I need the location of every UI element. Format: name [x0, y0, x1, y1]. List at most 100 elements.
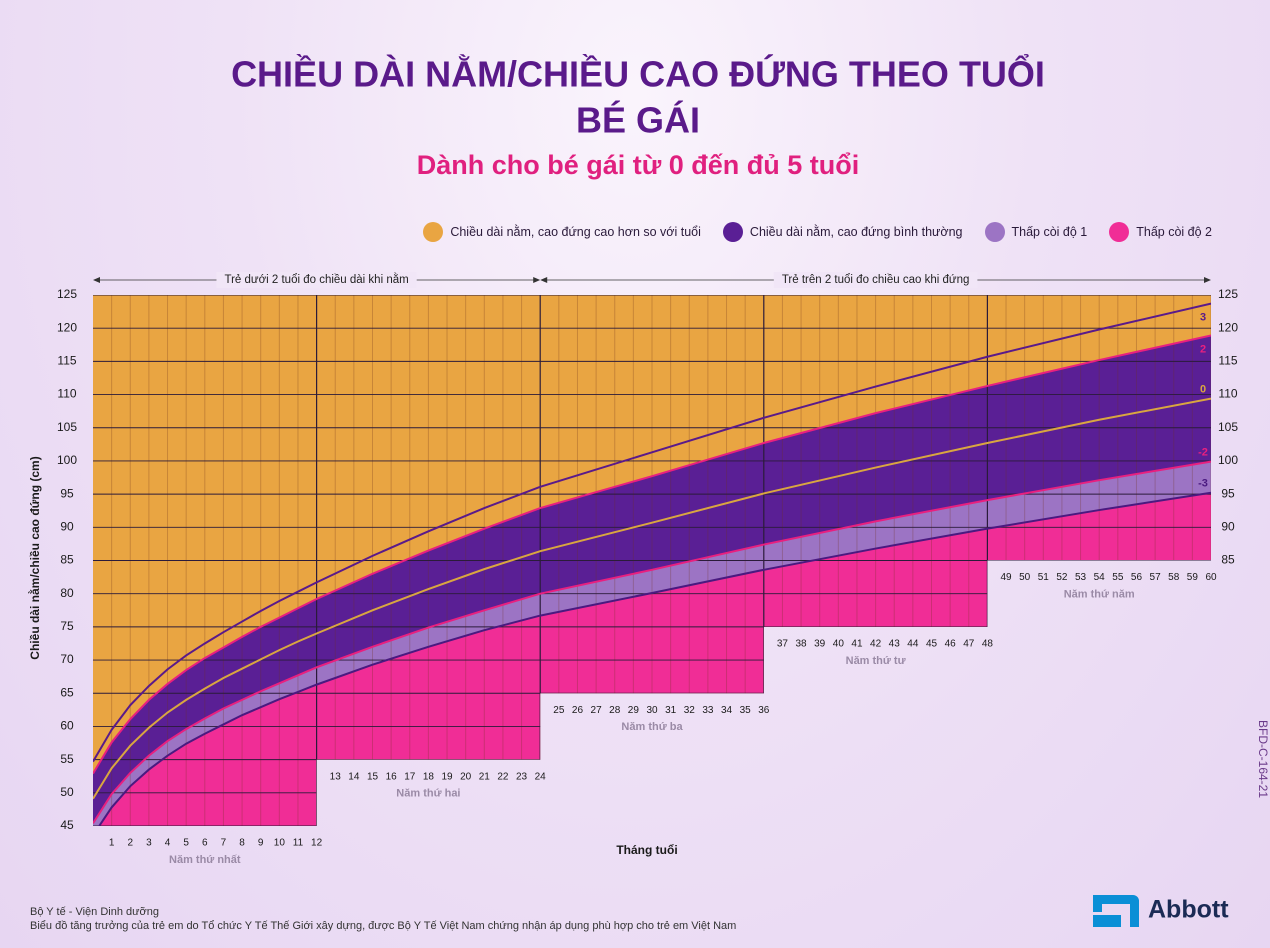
x-tick-label: 31 — [665, 705, 677, 716]
band — [93, 335, 1211, 824]
y-axis-label: Chiều dài nằm/chiều cao đứng (cm) — [27, 456, 42, 659]
y-tick-label: 75 — [60, 619, 74, 633]
x-tick-label: 22 — [497, 771, 509, 782]
legend-item: Chiều dài nằm, cao đứng cao hơn so với t… — [423, 222, 701, 242]
x-tick-label: 58 — [1168, 572, 1180, 583]
y-tick-label: 65 — [60, 685, 74, 699]
x-tick-label: 59 — [1187, 572, 1199, 583]
x-tick-label: 47 — [963, 639, 975, 650]
sd-line — [93, 302, 1211, 763]
footer: Bộ Y tế - Viện Dinh dưỡng — [30, 906, 159, 918]
sd-line — [93, 334, 1211, 775]
y-tick-label: 55 — [60, 752, 74, 766]
x-tick-label: 9 — [258, 838, 264, 849]
y-tick-label: 70 — [60, 652, 74, 666]
x-tick-label: 49 — [1000, 572, 1012, 583]
x-tick-label: 7 — [221, 838, 227, 849]
x-tick-label: 36 — [758, 705, 770, 716]
x-tick-label: 6 — [202, 838, 208, 849]
x-tick-label: 54 — [1094, 572, 1106, 583]
y2-tick-label: 125 — [1218, 287, 1238, 301]
y-tick-label: 45 — [60, 818, 74, 832]
legend: Chiều dài nằm, cao đứng cao hơn so với t… — [423, 222, 1212, 242]
x-tick-label: 35 — [740, 705, 752, 716]
x-tick-label: 48 — [982, 639, 994, 650]
annotation: Trẻ trên 2 tuổi đo chiều cao khi đứng — [782, 274, 970, 286]
title: BÉ GÁI — [576, 100, 700, 141]
x-tick-label: 43 — [889, 639, 901, 650]
legend-label: Thấp còi độ 1 — [1011, 225, 1088, 239]
x-tick-label: 18 — [423, 771, 435, 782]
legend-item: Thấp còi độ 1 — [984, 222, 1088, 242]
y-tick-label: 120 — [57, 320, 77, 334]
x-tick-label: 38 — [796, 639, 808, 650]
legend-swatch — [423, 222, 444, 242]
x-tick-label: 39 — [814, 639, 826, 650]
y-tick-label: 115 — [57, 354, 76, 368]
code: BFD-C-164-21 — [1256, 720, 1270, 798]
y2-tick-label: 100 — [1218, 453, 1238, 467]
legend-label: Chiều dài nằm, cao đứng cao hơn so với t… — [450, 225, 701, 239]
year-label: Năm thứ tư — [846, 655, 906, 667]
y-tick-label: 125 — [57, 287, 77, 301]
annotation-bg — [216, 272, 417, 288]
legend-label: Thấp còi độ 2 — [1136, 225, 1212, 239]
subtitle: Dành cho bé gái từ 0 đến đủ 5 tuổi — [417, 150, 860, 180]
legend-swatch — [722, 222, 743, 242]
legend-swatch — [984, 222, 1005, 242]
x-tick-label: 20 — [460, 771, 472, 782]
y2-tick-label: 95 — [1221, 486, 1235, 500]
x-tick-label: 4 — [165, 838, 171, 849]
x-tick-label: 56 — [1131, 572, 1143, 583]
y2-tick-label: 85 — [1221, 553, 1235, 567]
sd-line — [93, 491, 1211, 826]
y-tick-label: 110 — [57, 387, 76, 401]
year-label: Năm thứ hai — [396, 788, 460, 800]
series-label: -2 — [1198, 447, 1208, 459]
x-tick-label: 57 — [1150, 572, 1162, 583]
band — [93, 461, 1211, 826]
brand: Abbott — [1148, 896, 1229, 924]
logo: Abbott — [1093, 895, 1229, 927]
x-tick-label: 1 — [109, 838, 115, 849]
y2-tick-label: 120 — [1218, 320, 1238, 334]
x-tick-label: 26 — [572, 705, 584, 716]
x-tick-label: 21 — [479, 771, 491, 782]
x-tick-label: 30 — [646, 705, 658, 716]
x-tick-label: 37 — [777, 639, 789, 650]
x-tick-label: 16 — [386, 771, 398, 782]
annotation: Trẻ dưới 2 tuổi đo chiều dài khi nằm — [224, 273, 408, 286]
x-tick-label: 40 — [833, 639, 845, 650]
year-label: Năm thứ năm — [1064, 588, 1135, 600]
x-tick-label: 17 — [404, 771, 416, 782]
x-tick-label: 28 — [609, 705, 621, 716]
legend-label: Chiều dài nằm, cao đứng bình thường — [749, 225, 963, 239]
x-tick-label: 51 — [1038, 572, 1050, 583]
series-label: 3 — [1200, 312, 1206, 324]
year-label: Năm thứ nhất — [169, 854, 241, 866]
plot-area — [93, 295, 1211, 826]
x-tick-label: 3 — [146, 838, 152, 849]
series-label: 2 — [1200, 343, 1206, 355]
sd-line — [93, 460, 1211, 824]
x-tick-label: 55 — [1112, 572, 1124, 583]
series-label: -3 — [1198, 478, 1208, 490]
x-tick-label: 11 — [293, 838, 304, 849]
x-tick-label: 41 — [851, 639, 863, 650]
title: CHIỀU DÀI NẰM/CHIỀU CAO ĐỨNG THEO TUỔI — [231, 52, 1045, 95]
y-tick-label: 105 — [57, 420, 77, 434]
legend-item: Chiều dài nằm, cao đứng bình thường — [722, 222, 963, 242]
y2-tick-label: 105 — [1218, 420, 1238, 434]
x-tick-label: 24 — [535, 771, 547, 782]
x-tick-label: 50 — [1019, 572, 1031, 583]
legend-item: Thấp còi độ 2 — [1109, 222, 1212, 242]
x-axis-label: Tháng tuổi — [616, 843, 677, 857]
logo-icon — [1093, 895, 1139, 927]
x-tick-label: 10 — [274, 838, 286, 849]
x-tick-label: 29 — [628, 705, 640, 716]
y-tick-label: 60 — [60, 719, 74, 733]
y2-tick-label: 115 — [1218, 354, 1237, 368]
x-tick-label: 32 — [684, 705, 696, 716]
